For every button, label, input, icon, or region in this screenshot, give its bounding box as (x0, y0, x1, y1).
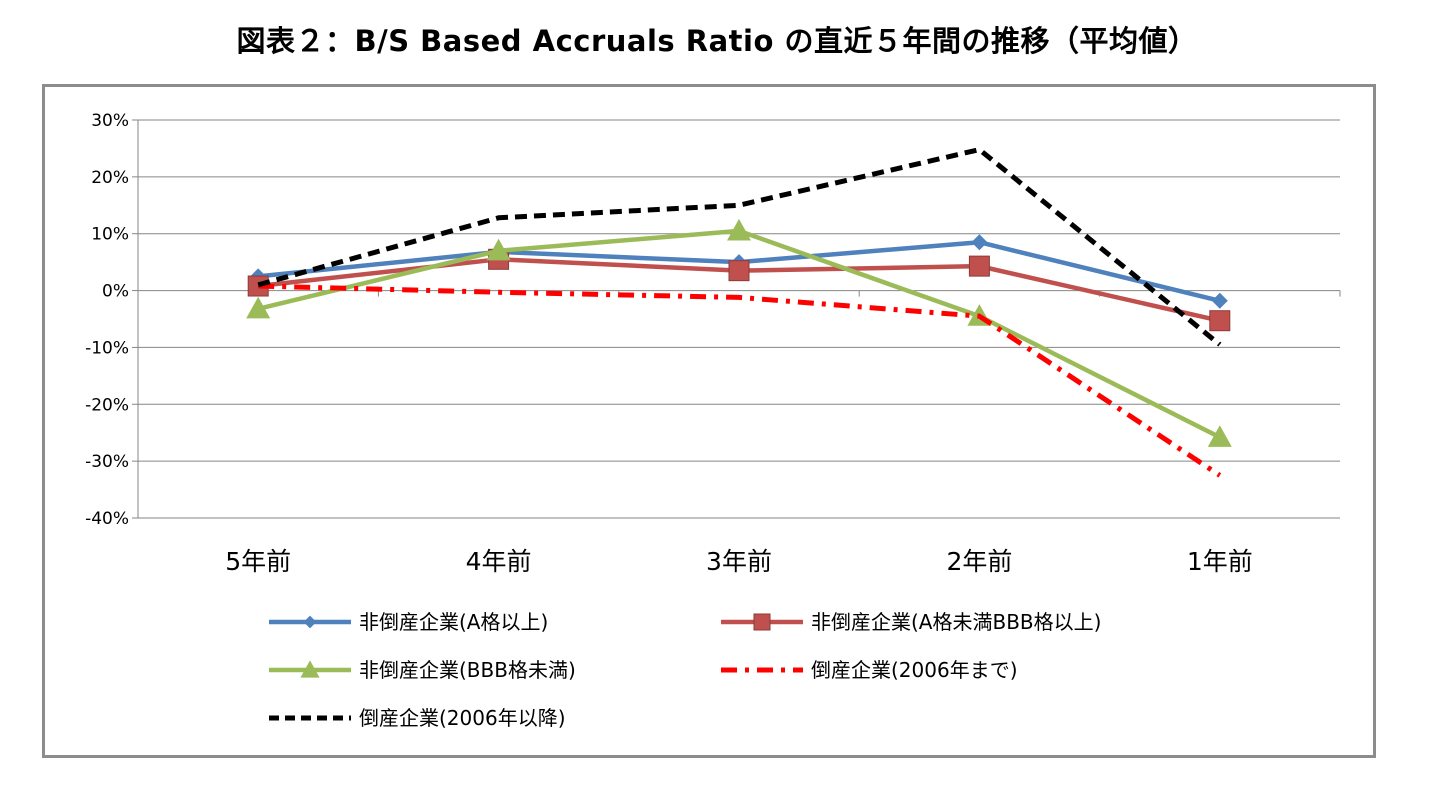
data-point-diamond (303, 615, 317, 629)
data-point-triangle (727, 218, 751, 241)
series-line (257, 147, 1222, 347)
legend-label: 非倒産企業(A格未満BBB格以上) (811, 610, 1101, 634)
y-tick-label: 30% (91, 111, 129, 131)
chart-title: 図表２：B/S Based Accruals Ratio の直近５年間の推移（平… (236, 24, 1198, 58)
data-point-triangle (486, 238, 511, 261)
legend-item: 非倒産企業(A格未満BBB格以上) (721, 610, 1101, 634)
series-line (258, 283, 1222, 478)
legend-label: 倒産企業(2006年まで) (811, 658, 1018, 682)
legend-item: 倒産企業(2006年以降) (269, 706, 566, 730)
y-tick-label: -20% (85, 395, 129, 415)
legend-item: 倒産企業(2006年まで) (721, 658, 1018, 682)
series-lines (246, 147, 1232, 478)
data-point-triangle (300, 660, 320, 678)
y-tick-label: -10% (85, 338, 129, 358)
y-tick-label: -40% (85, 509, 129, 529)
x-tick-label: 2年前 (946, 547, 1012, 576)
legend-label: 非倒産企業(A格以上) (359, 610, 548, 634)
data-point-triangle (1207, 425, 1232, 447)
series-4 (258, 283, 1222, 478)
legend: 非倒産企業(A格以上) 非倒産企業(A格未満BBB格以上) 非倒産企業(BBB格未満… (269, 610, 1101, 730)
y-tick-label: 0% (102, 282, 129, 302)
line-chart: 30% 20% 10% 0% -10% -20% -30% -40% 5年前 4年前 3年前 2年前… (85, 111, 1341, 730)
series-3 (246, 218, 1232, 447)
data-point-square (728, 260, 750, 282)
legend-item: 非倒産企業(BBB格未満) (269, 658, 576, 682)
x-tick-label: 4年前 (466, 547, 532, 576)
x-tick-label: 3年前 (706, 547, 772, 576)
chart-frame: 30% 20% 10% 0% -10% -20% -30% -40% 5年前 4年前 3年前 2年前… (42, 84, 1376, 758)
x-tick-label: 1年前 (1187, 547, 1253, 576)
legend-label: 倒産企業(2006年以降) (359, 706, 566, 730)
data-point-diamond (1211, 292, 1228, 309)
series-5 (257, 147, 1222, 347)
data-point-diamond (971, 234, 988, 251)
data-point-triangle (246, 296, 271, 319)
y-tick-label: -30% (85, 452, 129, 472)
legend-label: 非倒産企業(BBB格未満) (359, 658, 576, 682)
data-point-square (1209, 310, 1231, 332)
y-axis-tick-labels: 30% 20% 10% 0% -10% -20% -30% -40% (85, 111, 129, 529)
x-axis-tick-labels: 5年前 4年前 3年前 2年前 1年前 (225, 547, 1253, 576)
data-point-square (753, 613, 771, 631)
legend-item: 非倒産企業(A格以上) (269, 610, 548, 634)
x-tick-label: 5年前 (225, 547, 291, 576)
y-tick-label: 20% (91, 168, 129, 188)
axes (132, 119, 1341, 519)
data-point-square (968, 255, 990, 277)
y-tick-label: 10% (91, 225, 129, 245)
gridlines (138, 119, 1340, 519)
